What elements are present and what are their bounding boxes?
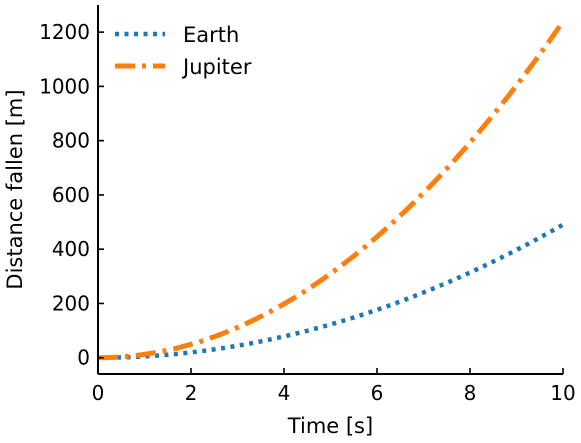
x-tick-label: 8 (464, 381, 477, 405)
y-tick-label: 1000 (39, 74, 90, 98)
legend: Earth Jupiter (115, 23, 252, 79)
x-axis-label: Time [s] (287, 414, 373, 438)
x-tick-label: 6 (371, 381, 384, 405)
legend-label-earth: Earth (183, 23, 239, 47)
y-tick-label: 400 (52, 237, 90, 261)
y-tick-label: 1200 (39, 20, 90, 44)
y-tick-label: 800 (52, 129, 90, 153)
x-tick-label: 10 (550, 381, 575, 405)
x-tick-label: 4 (278, 381, 291, 405)
y-tick-label: 600 (52, 183, 90, 207)
x-axis-ticks: 0 2 4 6 8 10 (92, 368, 576, 405)
series-line-jupiter (97, 20, 566, 361)
y-axis-label: Distance fallen [m] (3, 89, 27, 289)
legend-label-jupiter: Jupiter (181, 55, 252, 79)
plot-area (97, 20, 566, 361)
x-tick-label: 0 (92, 381, 105, 405)
x-tick-label: 2 (185, 381, 198, 405)
y-axis-ticks: 0 200 400 600 800 1000 1200 (39, 20, 104, 370)
series-line-earth (97, 222, 565, 360)
y-tick-label: 200 (52, 291, 90, 315)
y-tick-label: 0 (77, 346, 90, 370)
